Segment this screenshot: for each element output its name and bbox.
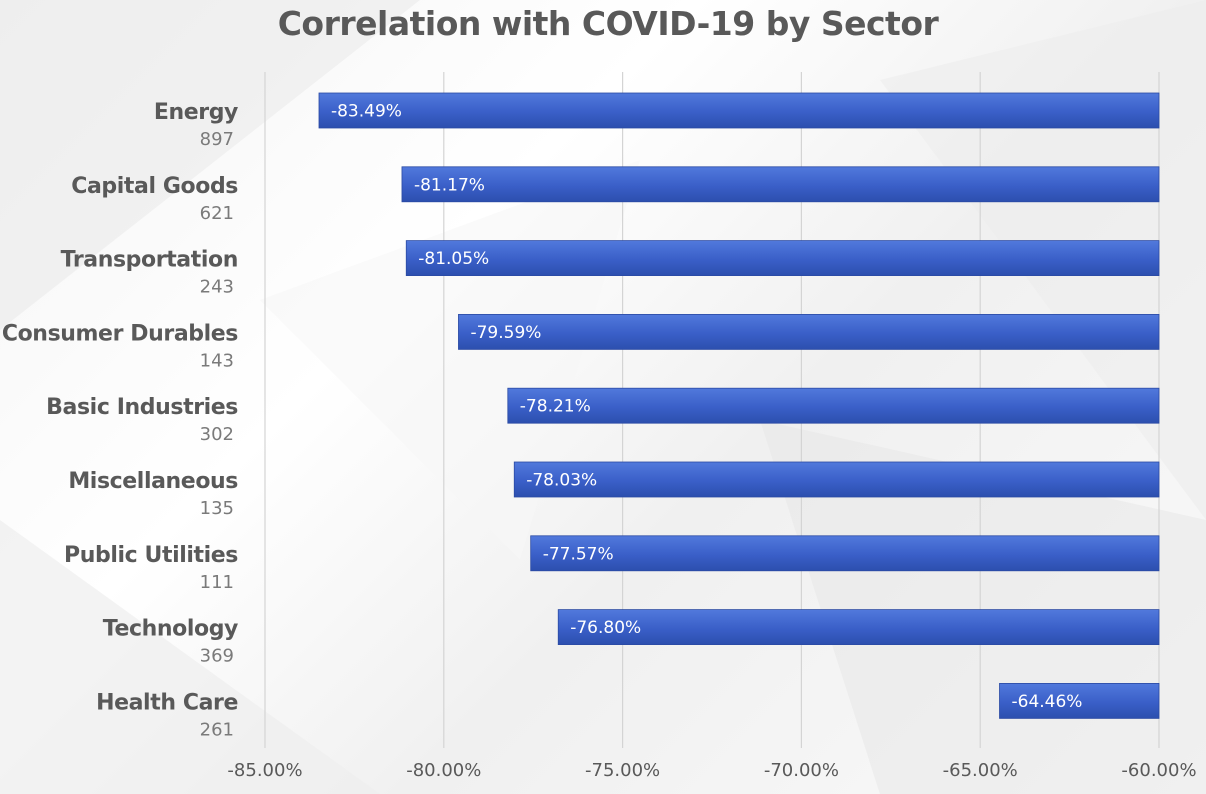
- bar: [405, 240, 1160, 277]
- category-count: 621: [200, 203, 234, 224]
- x-tick-label: -60.00%: [1121, 760, 1196, 781]
- category-count: 243: [200, 277, 234, 298]
- x-tick-label: -70.00%: [764, 760, 839, 781]
- bar-data-label: -76.80%: [570, 618, 641, 638]
- category-count: 135: [200, 498, 234, 519]
- x-axis-tick-labels: -85.00% -80.00% -75.00% -70.00% -65.00% -60.0…: [227, 760, 1196, 781]
- category-label: Health Care: [96, 690, 238, 715]
- bar-data-label: -81.05%: [418, 249, 489, 269]
- category-labels: Energy 897 Capital Goods 621 Transportation 2…: [2, 100, 239, 740]
- bars: [318, 92, 1160, 719]
- bar: [507, 387, 1160, 424]
- bar: [318, 92, 1160, 129]
- bar-data-label: -79.59%: [470, 323, 541, 343]
- category-label: Technology: [103, 617, 238, 642]
- bar-data-label: -81.17%: [414, 175, 485, 195]
- category-label: Miscellaneous: [68, 469, 238, 494]
- bar: [557, 609, 1160, 645]
- category-count: 302: [200, 424, 234, 445]
- category-label: Energy: [154, 100, 238, 125]
- bar-data-label: -83.49%: [331, 102, 402, 122]
- category-count: 261: [200, 719, 234, 740]
- data-labels: -83.49% -81.17% -81.05% -79.59% -78.21% -78.0…: [331, 102, 1082, 712]
- x-tick-label: -75.00%: [585, 760, 660, 781]
- bar-data-label: -77.57%: [543, 544, 614, 564]
- x-tick-label: -85.00%: [227, 760, 302, 781]
- bar: [458, 313, 1160, 350]
- x-tick-label: -65.00%: [943, 760, 1018, 781]
- category-count: 897: [200, 129, 234, 150]
- chart-title: Correlation with COVID-19 by Sector: [277, 4, 939, 43]
- x-tick-label: -80.00%: [406, 760, 481, 781]
- bar: [530, 535, 1160, 572]
- category-label: Transportation: [61, 248, 238, 273]
- bar: [513, 461, 1160, 498]
- bar-data-label: -78.21%: [520, 397, 591, 417]
- category-label: Public Utilities: [64, 543, 238, 568]
- category-label: Consumer Durables: [2, 321, 238, 346]
- bar: [401, 166, 1160, 203]
- category-label: Basic Industries: [46, 395, 238, 420]
- bar: [999, 683, 1160, 719]
- bar-data-label: -78.03%: [526, 471, 597, 491]
- category-count: 111: [200, 572, 234, 593]
- category-count: 143: [200, 350, 234, 371]
- bar-data-label: -64.46%: [1012, 692, 1083, 712]
- category-count: 369: [200, 646, 234, 667]
- category-label: Capital Goods: [71, 174, 238, 199]
